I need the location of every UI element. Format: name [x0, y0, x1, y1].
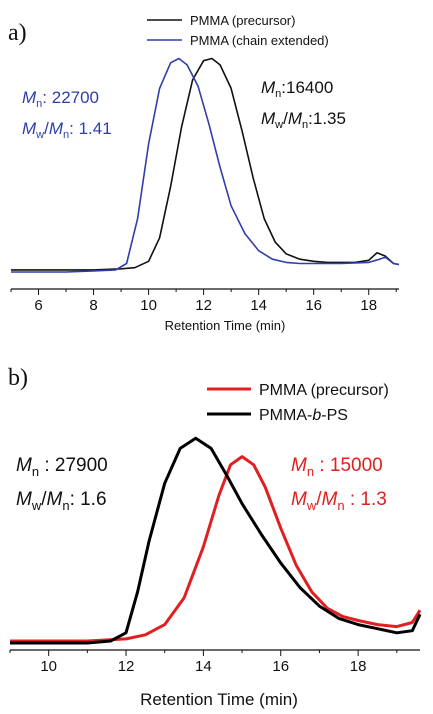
- tick-label-b-18: 18: [350, 658, 367, 675]
- annotation-a-precursor: Mn:16400 Mw/Mn:1.35: [261, 78, 346, 131]
- panel-b: b) PMMA (precursor) PMMA-b-PS Mn : 27900…: [8, 365, 422, 709]
- tick-label-a-18: 18: [360, 297, 377, 314]
- annotation-a-precursor-pdi: Mw/Mn:1.35: [261, 109, 346, 131]
- series-line-b-0: [10, 455, 422, 643]
- tick-label-a-8: 8: [89, 297, 97, 314]
- panel-b-label: b): [8, 365, 28, 391]
- annotation-b-copolymer-pdi: Mw/Mn: 1.6: [16, 489, 107, 513]
- legend-a-label-extended: PMMA (chain extended): [190, 33, 329, 48]
- tick-label-b-16: 16: [272, 658, 289, 675]
- legend-b-label-copolymer: PMMA-b-PS: [259, 407, 348, 424]
- panel-a-legend: PMMA (precursor) PMMA (chain extended): [147, 13, 329, 48]
- annotation-a-extended-pdi: Mw/Mn: 1.41: [22, 119, 112, 141]
- series-line-b-1: [10, 436, 422, 645]
- panel-a-label: a): [8, 20, 27, 46]
- tick-label-a-14: 14: [250, 297, 267, 314]
- tick-label-b-12: 12: [118, 658, 135, 675]
- annotation-a-precursor-mn: Mn:16400: [261, 78, 333, 100]
- annotation-b-precursor-mn: Mn : 15000: [291, 455, 383, 479]
- panel-b-x-axis-label: Retention Time (min): [140, 690, 298, 709]
- series-line-a-0: [11, 57, 400, 271]
- panel-b-ticks: 10 12 14 16 18: [9, 650, 398, 675]
- tick-label-b-14: 14: [195, 658, 212, 675]
- tick-label-a-6: 6: [34, 297, 42, 314]
- panel-a-x-axis-label: Retention Time (min): [165, 318, 286, 333]
- panel-a: a) PMMA (precursor) PMMA (chain extended…: [8, 13, 400, 333]
- annotation-b-precursor: Mn : 15000 Mw/Mn : 1.3: [291, 455, 387, 513]
- legend-b-label-precursor: PMMA (precursor): [259, 382, 389, 399]
- panel-a-ticks: 6 8 10 12 14 16 18: [10, 289, 397, 314]
- tick-label-b-10: 10: [40, 658, 57, 675]
- series-line-a-1: [11, 57, 400, 273]
- panel-b-series: [10, 436, 422, 645]
- annotation-a-extended-mn: Mn: 22700: [22, 88, 99, 110]
- panel-a-series: [11, 57, 400, 273]
- tick-label-a-10: 10: [140, 297, 157, 314]
- panel-b-legend: PMMA (precursor) PMMA-b-PS: [207, 382, 389, 424]
- annotation-a-extended: Mn: 22700 Mw/Mn: 1.41: [22, 88, 112, 141]
- legend-a-label-precursor: PMMA (precursor): [190, 13, 295, 28]
- annotation-b-precursor-pdi: Mw/Mn : 1.3: [291, 489, 387, 513]
- annotation-b-copolymer: Mn : 27900 Mw/Mn: 1.6: [16, 455, 108, 513]
- tick-label-a-16: 16: [305, 297, 322, 314]
- annotation-b-copolymer-mn: Mn : 27900: [16, 455, 108, 479]
- tick-label-a-12: 12: [195, 297, 212, 314]
